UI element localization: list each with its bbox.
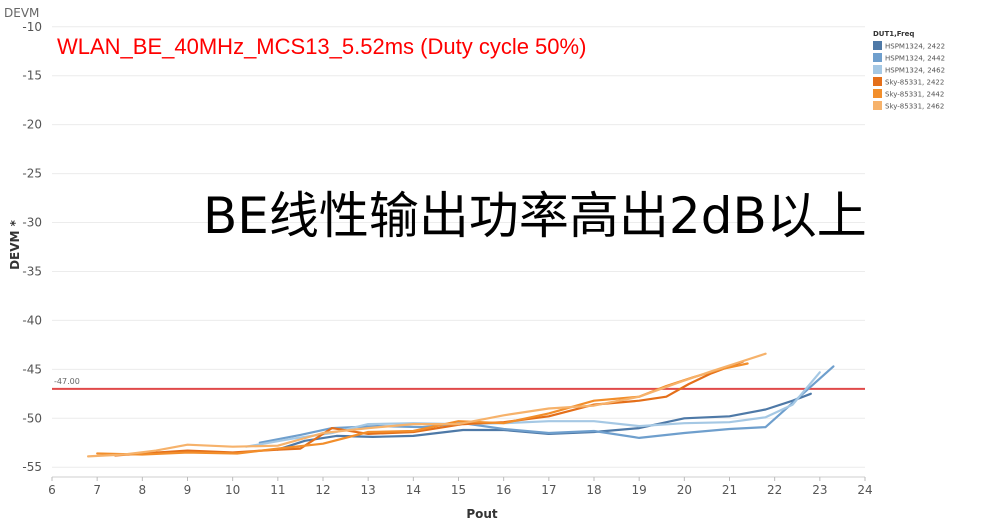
- x-tick-label: 23: [812, 483, 827, 497]
- legend-swatch: [873, 101, 882, 110]
- legend-label: Sky-85331, 2422: [885, 79, 944, 87]
- series-line-6: [86, 352, 767, 458]
- y-tick-label: -50: [22, 411, 42, 425]
- series-group: [86, 352, 835, 458]
- series-line-4: [114, 360, 745, 457]
- y-tick-label: -25: [22, 167, 42, 181]
- legend: DUT1,Freq HSPM1324, 2422 HSPM1324, 2442 HS…: [873, 30, 945, 111]
- x-tick-label: 17: [541, 483, 556, 497]
- legend-label: Sky-85331, 2462: [885, 103, 944, 111]
- y-tick-label: -20: [22, 118, 42, 132]
- overlay-annotation: BE线性输出功率高出2dB以上: [203, 187, 867, 245]
- x-tick-label: 8: [139, 483, 147, 497]
- y-axis: -10 -15 -20 -25 -30 -35 -40 -45 -50 -55: [22, 20, 42, 474]
- x-axis-label: Pout: [466, 507, 498, 521]
- y-tick-label: -30: [22, 216, 42, 230]
- series-line-5: [96, 362, 749, 456]
- legend-label: Sky-85331, 2442: [885, 91, 944, 99]
- y-tick-label: -40: [22, 313, 42, 327]
- y-tick-label: -35: [22, 264, 42, 278]
- x-tick-label: 21: [722, 483, 737, 497]
- x-tick-label: 24: [857, 483, 872, 497]
- y-tick-label: -55: [22, 460, 42, 474]
- y-tick-label: -15: [22, 69, 42, 83]
- legend-swatch: [873, 77, 882, 86]
- reference-line-label: -47.00: [54, 377, 80, 386]
- x-tick-label: 13: [361, 483, 376, 497]
- legend-label: HSPM1324, 2442: [885, 55, 945, 63]
- x-tick-label: 19: [632, 483, 647, 497]
- x-tick-label: 6: [48, 483, 56, 497]
- x-tick-label: 16: [496, 483, 511, 497]
- legend-swatch: [873, 53, 882, 62]
- reference-line-group: -47.00: [52, 377, 865, 390]
- y-tick-label: -45: [22, 362, 42, 376]
- x-tick-label: 11: [270, 483, 285, 497]
- x-tick-label: 20: [677, 483, 692, 497]
- x-tick-label: 18: [586, 483, 601, 497]
- x-tick-label: 12: [315, 483, 330, 497]
- legend-label: HSPM1324, 2462: [885, 67, 945, 75]
- grid: [52, 26, 865, 478]
- sheet-label: DEVM: [4, 6, 39, 20]
- y-axis-label: DEVM *: [8, 219, 22, 270]
- legend-swatch: [873, 65, 882, 74]
- x-tick-label: 9: [184, 483, 192, 497]
- legend-swatch: [873, 89, 882, 98]
- x-tick-label: 15: [451, 483, 466, 497]
- x-tick-label: 14: [406, 483, 421, 497]
- legend-label: HSPM1324, 2422: [885, 43, 945, 51]
- x-axis: 6 7 8 9 10 11 12 13 14 15 16 17 18 19 20 21 22 23 24: [48, 477, 873, 497]
- x-tick-label: 10: [225, 483, 240, 497]
- y-tick-label: -10: [22, 20, 42, 34]
- series-line-2: [258, 365, 835, 444]
- legend-swatch: [873, 41, 882, 50]
- legend-title: DUT1,Freq: [873, 30, 914, 38]
- chart-title: WLAN_BE_40MHz_MCS13_5.52ms (Duty cycle 5…: [57, 34, 586, 59]
- x-tick-label: 7: [93, 483, 101, 497]
- x-tick-label: 22: [767, 483, 782, 497]
